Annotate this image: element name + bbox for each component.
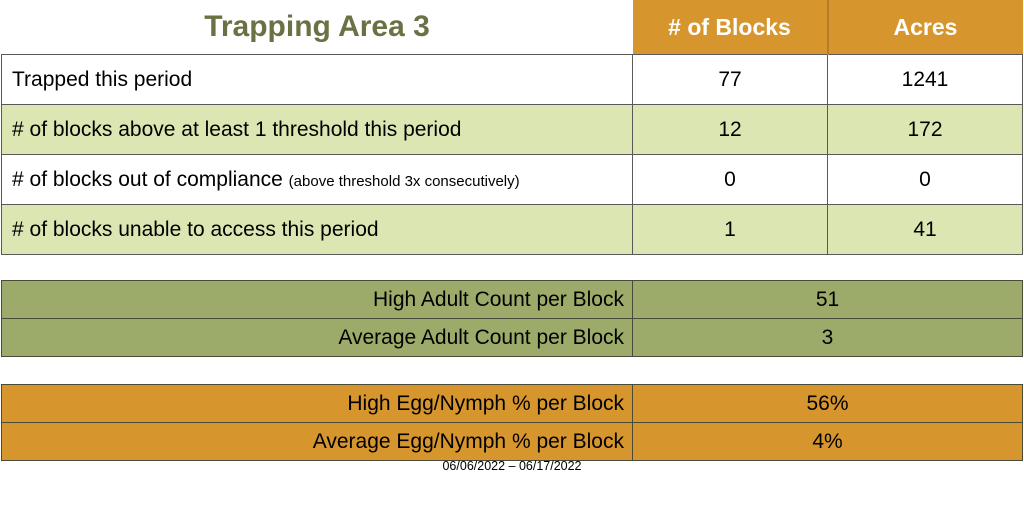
table-row-high-egg-nymph: High Egg/Nymph % per Block 56% — [1, 384, 1023, 423]
blocks-value: 1 — [632, 204, 828, 255]
row-value: 4% — [632, 422, 1023, 461]
row-label: High Egg/Nymph % per Block — [1, 384, 633, 423]
date-range: 06/06/2022 – 06/17/2022 — [442, 459, 582, 473]
acres-value: 1241 — [827, 54, 1023, 105]
table-row-trapped: Trapped this period 77 1241 — [1, 54, 1023, 105]
row-label: # of blocks unable to access this period — [1, 204, 633, 255]
blocks-value: 12 — [632, 104, 828, 155]
column-header-blocks: # of Blocks — [632, 0, 828, 55]
row-label: # of blocks above at least 1 threshold t… — [1, 104, 633, 155]
row-label: # of blocks out of compliance (above thr… — [1, 154, 633, 205]
table-row-average-egg-nymph: Average Egg/Nymph % per Block 4% — [1, 422, 1023, 461]
table-row-unable-to-access: # of blocks unable to access this period… — [1, 204, 1023, 255]
blocks-value: 0 — [632, 154, 828, 205]
column-header-acres: Acres — [826, 0, 1023, 55]
row-value: 56% — [632, 384, 1023, 423]
row-label-note: (above threshold 3x consecutively) — [288, 172, 520, 190]
row-label: Trapped this period — [1, 54, 633, 105]
acres-value: 41 — [827, 204, 1023, 255]
summary-table: Trapping Area 3 # of Blocks Acres Trappe… — [1, 0, 1023, 255]
table-row-average-adult-count: Average Adult Count per Block 3 — [1, 318, 1023, 357]
row-value: 51 — [632, 280, 1023, 319]
egg-nymph-table: High Egg/Nymph % per Block 56% Average E… — [1, 384, 1023, 461]
table-row-out-of-compliance: # of blocks out of compliance (above thr… — [1, 154, 1023, 205]
row-label: Average Adult Count per Block — [1, 318, 633, 357]
row-label: Average Egg/Nymph % per Block — [1, 422, 633, 461]
table-row-high-adult-count: High Adult Count per Block 51 — [1, 280, 1023, 319]
page-title: Trapping Area 3 — [1, 0, 633, 55]
summary-header-row: Trapping Area 3 # of Blocks Acres — [1, 0, 1023, 55]
row-label: High Adult Count per Block — [1, 280, 633, 319]
row-value: 3 — [632, 318, 1023, 357]
table-row-above-threshold: # of blocks above at least 1 threshold t… — [1, 104, 1023, 155]
blocks-value: 77 — [632, 54, 828, 105]
adult-count-table: High Adult Count per Block 51 Average Ad… — [1, 280, 1023, 357]
acres-value: 0 — [827, 154, 1023, 205]
acres-value: 172 — [827, 104, 1023, 155]
